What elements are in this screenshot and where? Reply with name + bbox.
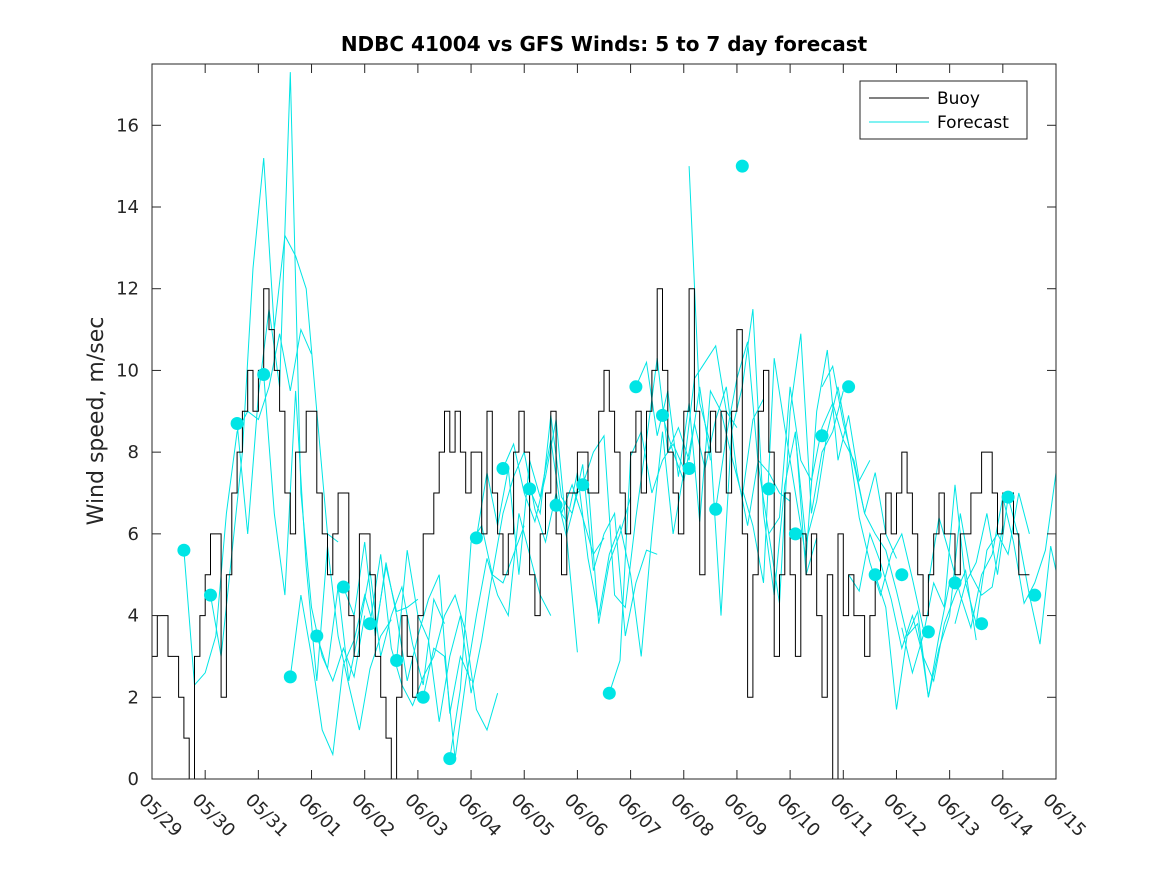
buoy-line: [152, 288, 1030, 779]
forecast-marker: [177, 543, 191, 557]
forecast-line-25: [848, 532, 977, 683]
forecast-marker: [735, 159, 749, 173]
forecast-marker: [257, 368, 271, 381]
y-tick-label: 6: [128, 524, 139, 545]
forecast-marker: [629, 380, 643, 394]
forecast-marker: [230, 417, 244, 430]
forecast-line-26: [874, 513, 1004, 710]
forecast-marker: [709, 502, 723, 516]
y-tick-label: 16: [116, 115, 139, 136]
forecast-marker: [815, 429, 829, 443]
forecast-marker: [549, 498, 563, 512]
forecast-marker: [895, 568, 909, 582]
forecast-marker: [948, 576, 962, 590]
forecast-marker: [682, 462, 696, 475]
legend-forecast-label: Forecast: [937, 113, 1009, 133]
y-tick-label: 4: [128, 606, 139, 627]
legend: Buoy Forecast: [859, 80, 1028, 140]
y-axis-label: Wind speed, m/sec: [84, 317, 109, 526]
forecast-marker: [576, 478, 590, 492]
forecast-marker: [921, 625, 935, 639]
y-tick-label: 0: [128, 769, 139, 790]
forecast-marker: [842, 380, 856, 394]
axes-box: [151, 63, 1057, 780]
y-axis: 0 2 4 6 8 10 12 14 16: [116, 115, 1056, 790]
plot-area: [152, 72, 1056, 779]
legend-buoy-label: Buoy: [937, 89, 980, 109]
y-tick-label: 8: [128, 442, 139, 463]
forecast-line-7: [369, 554, 499, 732]
forecast-marker: [496, 462, 510, 475]
forecast-marker: [204, 588, 217, 602]
y-tick-label: 2: [128, 687, 139, 708]
forecast-line-23: [794, 386, 924, 628]
forecast-marker: [523, 482, 537, 496]
forecast-marker: [1001, 490, 1015, 504]
forecast-marker: [310, 629, 324, 643]
forecast-marker: [868, 568, 882, 582]
y-tick-label: 10: [116, 360, 139, 381]
forecast-marker: [1028, 588, 1042, 602]
forecast-marker: [363, 617, 377, 631]
forecast-marker: [762, 482, 776, 496]
y-tick-label: 12: [116, 279, 139, 300]
forecast-marker: [656, 408, 669, 422]
forecast-marker: [336, 580, 350, 594]
forecast-marker: [469, 531, 483, 545]
forecast-marker: [416, 690, 430, 704]
forecast-line-6: [342, 541, 472, 714]
y-tick-label: 14: [116, 197, 139, 218]
chart-title: NDBC 41004 vs GFS Winds: 5 to 7 day fore…: [341, 32, 868, 56]
forecast-marker: [443, 752, 457, 766]
forecast-marker: [975, 617, 989, 631]
plot-content: [152, 72, 1056, 779]
forecast-line-22: [768, 386, 897, 559]
forecast-marker: [602, 686, 616, 700]
forecast-line-28: [927, 472, 1056, 630]
forecast-marker: [390, 654, 404, 667]
legend-box: [859, 80, 1028, 140]
forecast-marker: [788, 527, 802, 541]
forecast-marker: [283, 670, 297, 684]
